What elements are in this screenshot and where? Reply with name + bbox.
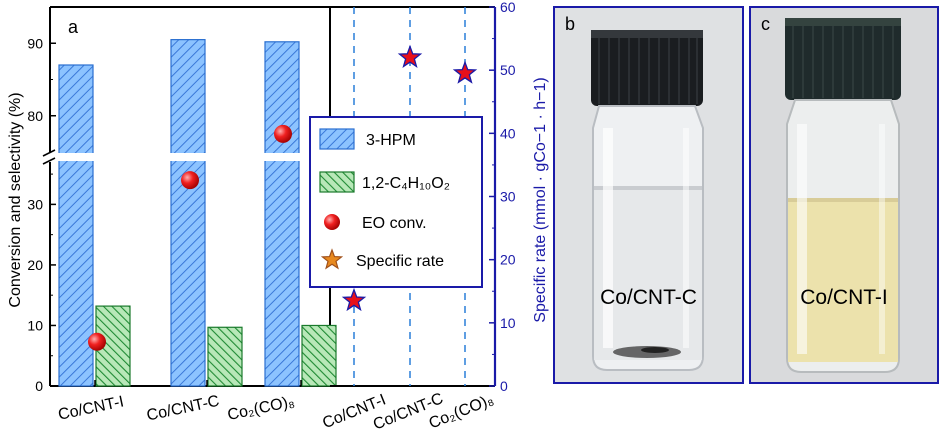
axis-break-gap [42,153,328,161]
left-y-tick-label: 0 [35,378,43,394]
left-y-axis-title: Conversion and selectivity (%) [7,92,24,307]
specific-rate-point [341,287,367,312]
bar-3-hpm [264,41,300,387]
legend-swatch-3-hpm [319,128,355,150]
left-x-tick-label: Co₂(CO)₈ [226,393,296,424]
specific-rate-point [452,60,478,84]
vial-b-caption: Co/CNT-C [600,286,697,309]
bar-3-hpm [58,64,94,387]
legend-label: EO conv. [362,215,427,232]
specific-rate-point [397,44,423,68]
panel-b-label: b [565,14,576,34]
left-x-tick-label: Co/CNT-C [145,393,221,425]
right-y-tick-label: 0 [500,378,508,394]
bar-3-hpm [170,39,206,387]
photo-panel-c: c Co/CNT-I [749,6,939,384]
vial-photo-b [555,8,742,382]
left-x-tick-label: Co/CNT-I [57,393,126,423]
eo-conv-point [88,332,106,351]
left-y-tick-label: 30 [27,196,43,212]
panel-a-label: a [68,17,79,37]
legend-label: 3-HPM [366,132,416,149]
legend-swatch-diol [319,171,355,193]
vial-c-caption: Co/CNT-I [800,286,888,309]
axis-break-mark [42,157,56,165]
right-y-tick-label: 10 [500,315,516,331]
legend-swatch-eo-conv [324,214,340,230]
right-y-tick-label: 60 [500,0,516,15]
left-y-tick-label: 80 [27,108,43,124]
eo-conv-point [274,124,292,143]
panel-c-label: c [761,14,770,34]
bar-1-2-diol [301,324,337,387]
left-y-tick-label: 90 [27,35,43,51]
chart-panel-a: 0 10 20 30 80 90 Conversion and selectivity (%… [7,0,549,434]
right-y-tick-label: 20 [500,252,516,268]
right-y-axis-title: Specific rate (mmol · gCo−1 · h−1) [532,77,549,322]
legend-label: Specific rate [356,253,444,270]
left-y-tick-label: 10 [27,317,43,333]
photo-panel-b: b Co/CNT-C [553,6,744,384]
right-y-tick-label: 40 [500,125,516,141]
legend-label: 1,2-C₄H₁₀O₂ [362,175,450,192]
axis-break-mark [42,149,56,157]
legend-swatch-specific-rate [320,248,344,270]
right-y-tick-label: 50 [500,62,516,78]
right-y-tick-label: 30 [500,189,516,205]
left-y-tick-label: 20 [27,257,43,273]
bar-1-2-diol [207,326,243,387]
vial-photo-c [751,8,937,382]
eo-conv-point [181,171,199,190]
